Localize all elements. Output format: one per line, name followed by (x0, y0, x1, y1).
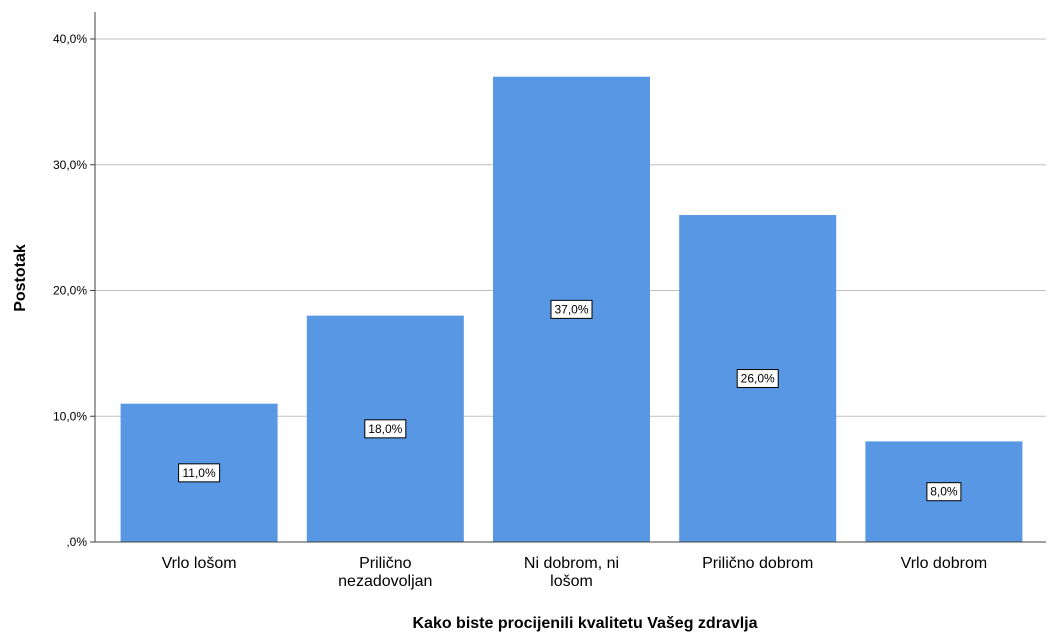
y-tick-labels: ,0% 10,0% 20,0% 30,0% 40,0% (53, 32, 87, 549)
data-label-box (550, 299, 593, 319)
data-label: 18,0% (364, 419, 407, 439)
data-label-text: 11,0% (183, 466, 216, 480)
y-tick-label: 10,0% (53, 409, 87, 423)
y-tick-label: ,0% (66, 535, 87, 549)
x-tick-label: lošom (550, 573, 593, 590)
x-tick-label: Ni dobrom, ni (524, 555, 619, 572)
data-label-text: 26,0% (741, 372, 775, 386)
y-axis-title: Postotak (12, 244, 29, 312)
x-tick-label: Vrlo dobrom (901, 555, 988, 572)
data-label: 11,0% (178, 463, 221, 483)
x-tick-label: Prilično (359, 555, 412, 572)
axes (90, 12, 1046, 543)
data-label-text: 37,0% (554, 302, 588, 316)
data-labels: 11,0% 18,0% 37,0% 26,0% 8,0% (178, 299, 962, 502)
data-label-box (736, 369, 779, 389)
data-label-text: 8,0% (930, 485, 958, 499)
x-tick-label: nezadovoljan (338, 573, 432, 590)
y-tick-label: 20,0% (53, 284, 87, 298)
data-label-box (178, 463, 221, 483)
x-tick-label: Vrlo lošom (162, 555, 237, 572)
x-tick-label: Prilično dobrom (702, 555, 813, 572)
data-label: 26,0% (736, 369, 779, 389)
data-label-box (926, 482, 962, 502)
data-label: 37,0% (550, 299, 593, 319)
data-label: 8,0% (926, 482, 962, 502)
data-label-box (364, 419, 407, 439)
y-tick-label: 30,0% (53, 158, 87, 172)
data-label-text: 18,0% (368, 422, 402, 436)
y-tick-label: 40,0% (53, 32, 87, 46)
x-axis-title: Kako biste procijenili kvalitetu Vašeg z… (412, 615, 757, 632)
